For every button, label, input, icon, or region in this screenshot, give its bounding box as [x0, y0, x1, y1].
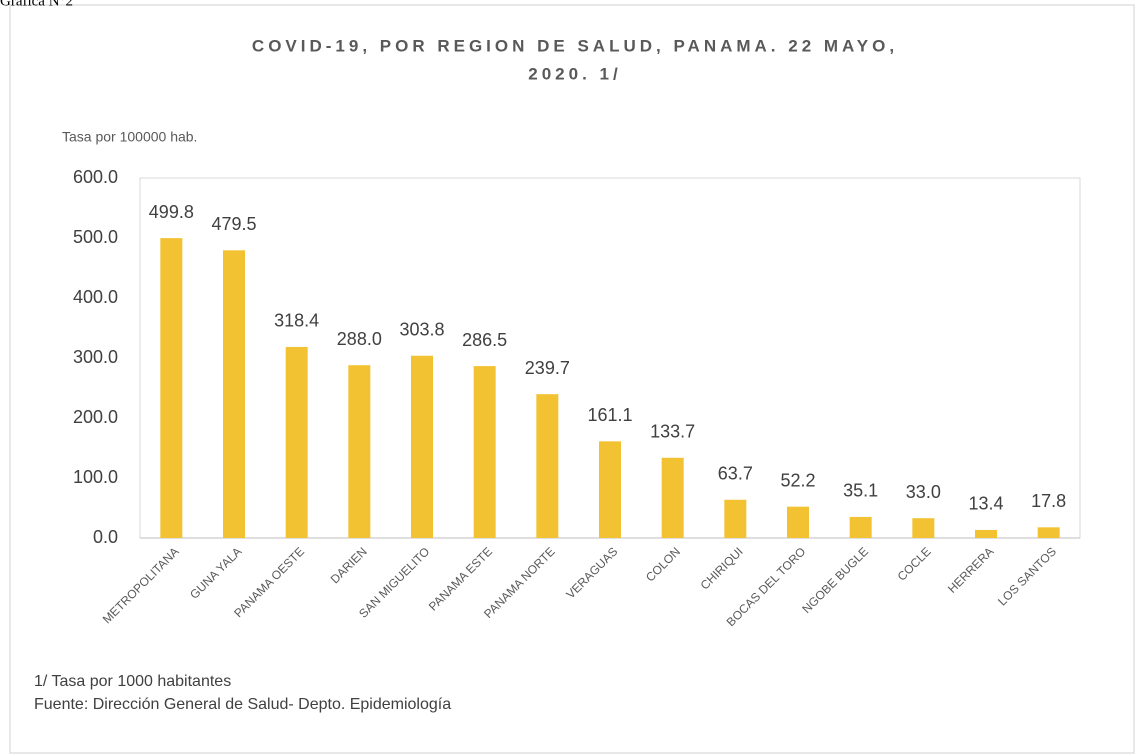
bar — [787, 506, 809, 538]
bar — [849, 516, 872, 538]
bar — [285, 346, 308, 538]
data-label: 13.4 — [968, 494, 1003, 514]
source-note: Fuente: Dirección General de Salud- Dept… — [34, 696, 451, 713]
data-label: 499.8 — [149, 202, 194, 222]
chart-frame — [9, 4, 1135, 754]
data-label: 286.5 — [462, 330, 507, 350]
chart-title: 2020. 1/ — [528, 64, 621, 83]
data-label: 33.0 — [906, 482, 941, 502]
y-tick-label: 600.0 — [73, 167, 118, 187]
data-label: 239.7 — [525, 358, 570, 378]
data-label: 63.7 — [718, 464, 753, 484]
data-label: 161.1 — [587, 405, 632, 425]
y-tick-label: 400.0 — [73, 287, 118, 307]
bar — [1037, 527, 1060, 538]
data-label: 479.5 — [211, 214, 256, 234]
y-tick-label: 0.0 — [93, 527, 118, 547]
data-label: 52.2 — [780, 470, 815, 490]
data-label: 17.8 — [1031, 491, 1066, 511]
bar — [912, 518, 935, 538]
data-label: 303.8 — [399, 319, 444, 339]
bar — [160, 238, 183, 538]
bar — [975, 529, 997, 538]
bar — [536, 394, 559, 538]
bar — [473, 366, 496, 538]
bar — [599, 441, 621, 538]
y-axis-label: Tasa por 100000 hab. — [62, 129, 197, 145]
data-label: 35.1 — [843, 481, 878, 501]
bar — [661, 457, 684, 538]
bar — [411, 355, 433, 538]
y-tick-label: 300.0 — [73, 347, 118, 367]
bar — [223, 250, 245, 539]
y-tick-label: 100.0 — [73, 467, 118, 487]
footnote: 1/ Tasa por 1000 habitantes — [34, 673, 231, 690]
bar — [724, 499, 747, 538]
caption: Gráfica N°2 — [0, 0, 73, 9]
data-label: 133.7 — [650, 422, 695, 442]
bar — [348, 365, 371, 538]
y-tick-label: 200.0 — [73, 407, 118, 427]
chart-title: COVID-19, POR REGION DE SALUD, PANAMA. 2… — [252, 36, 898, 55]
y-tick-label: 500.0 — [73, 227, 118, 247]
data-label: 288.0 — [337, 329, 382, 349]
data-label: 318.4 — [274, 311, 319, 331]
